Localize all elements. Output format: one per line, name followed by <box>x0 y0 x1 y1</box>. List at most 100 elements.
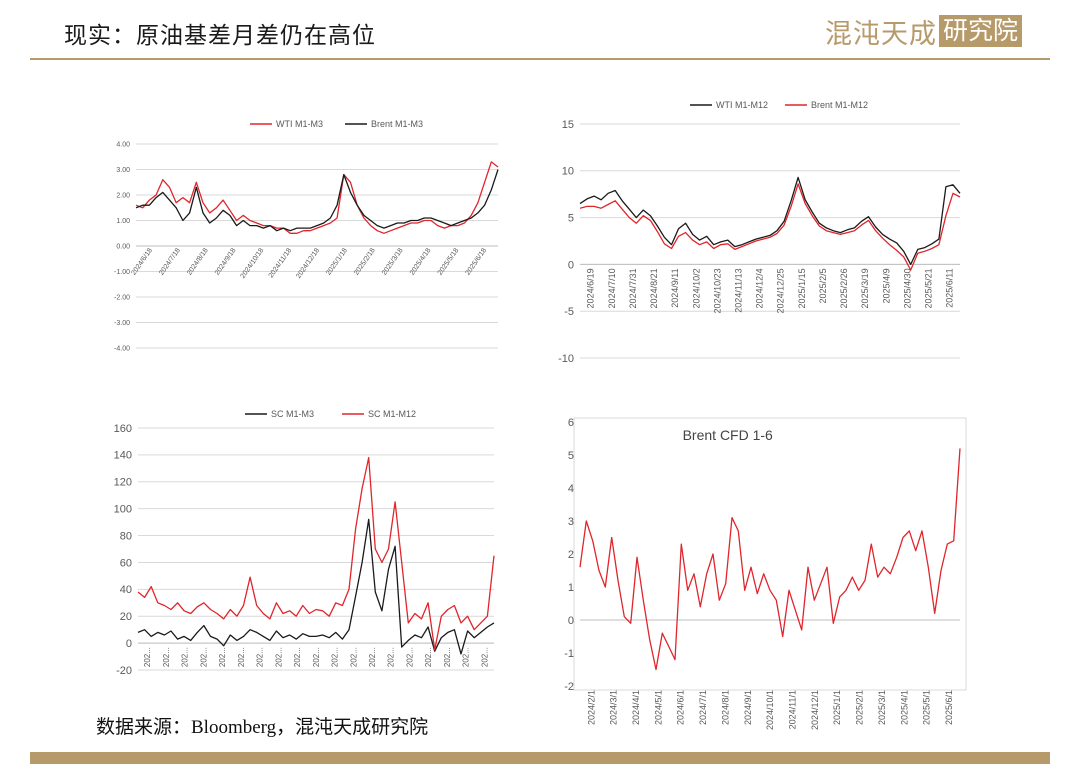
y-tick-label: 80 <box>120 530 132 542</box>
x-tick-label: 2025/2/26 <box>839 268 849 308</box>
y-tick-label: 2.00 <box>116 192 130 199</box>
x-tick-label: 202... <box>312 647 321 667</box>
x-tick-label: 2025/4/18 <box>409 247 433 277</box>
y-tick-label: 160 <box>114 423 132 435</box>
x-tick-label: 2024/7/1 <box>698 690 708 725</box>
x-tick-label: 2024/12/1 <box>810 690 820 730</box>
x-tick-label: 2025/2/1 <box>855 690 865 725</box>
x-tick-label: 2024/7/31 <box>628 268 638 308</box>
y-tick-label: 2 <box>568 549 574 561</box>
legend-label: WTI M1-M12 <box>716 100 768 110</box>
y-tick-label: 120 <box>114 477 132 489</box>
x-tick-label: 2025/5/21 <box>923 268 933 308</box>
series-line-sc-m1-m3 <box>137 518 495 655</box>
x-tick-label: 2024/8/18 <box>186 247 210 277</box>
y-tick-label: -5 <box>564 306 574 318</box>
x-tick-label: 202... <box>143 647 152 667</box>
y-tick-label: 10 <box>562 166 574 178</box>
x-tick-label: 202... <box>181 647 190 667</box>
x-tick-label: 2025/5/1 <box>922 690 932 725</box>
x-tick-label: 2024/11/18 <box>268 247 294 279</box>
y-tick-label: -20 <box>116 665 132 677</box>
x-tick-label: 2024/12/4 <box>755 268 765 308</box>
x-tick-label: 2024/9/18 <box>214 247 238 277</box>
chart-wti-brent-m1-m3: 4.00 3.00 2.00 1.00 0.00 -1.00 -2.00 -3.00 -4.00… <box>114 119 499 352</box>
x-tick-label: 2024/11/13 <box>733 268 743 312</box>
x-tick-label: 2025/3/1 <box>877 690 887 725</box>
x-tick-label: 2025/3/19 <box>860 268 870 308</box>
x-tick-label: 202... <box>274 647 283 667</box>
y-tick-label: 4 <box>568 483 574 495</box>
legend-label: SC M1-M3 <box>271 409 314 419</box>
plot-border <box>573 417 967 691</box>
x-tick-label: 2025/6/18 <box>465 247 489 277</box>
x-tick-label: 2024/12/18 <box>295 247 321 280</box>
chart-wti-brent-m1-m12: 15 10 5 0 -5 -10 2024/6/19 2024/7/10 2024/7/31 20… <box>558 100 961 365</box>
x-tick-label: 202... <box>331 647 340 667</box>
chart-brent-cfd-1-6: 6 5 4 3 2 1 0 -1 -2 2024/2/1 2024/3/1 2024/4/1 2024/… <box>564 417 967 730</box>
x-tick-label: 2024/6/1 <box>676 690 686 725</box>
x-tick-label: 202... <box>293 647 302 667</box>
x-tick-label: 202... <box>199 647 208 667</box>
y-tick-label: 20 <box>120 611 132 623</box>
x-tick-label: 202... <box>237 647 246 667</box>
y-tick-label: 140 <box>114 450 132 462</box>
y-tick-label: 3.00 <box>116 167 130 174</box>
y-tick-label: 100 <box>114 504 132 516</box>
y-tick-label: -1 <box>564 648 574 660</box>
x-tick-label: 2024/11/1 <box>788 690 798 729</box>
x-tick-label: 2024/4/1 <box>631 690 641 725</box>
x-tick-label: 202... <box>218 647 227 667</box>
x-tick-label: 2024/10/1 <box>765 690 775 730</box>
x-tick-label: 202... <box>424 647 433 667</box>
x-tick-label: 2025/4/30 <box>902 268 912 308</box>
x-tick-label: 2024/10/2 <box>691 268 701 308</box>
series-line-brent-m1-m3 <box>135 169 499 232</box>
x-tick-label: 2025/6/11 <box>945 268 955 307</box>
x-tick-label: 202... <box>405 647 414 667</box>
x-tick-label: 202... <box>480 647 489 667</box>
y-tick-label: 40 <box>120 584 132 596</box>
y-tick-label: -4.00 <box>114 345 130 352</box>
x-tick-label: 202... <box>368 647 377 667</box>
x-tick-label: 2025/4/1 <box>899 690 909 725</box>
y-tick-label: 3 <box>568 516 574 528</box>
chart-title: Brent CFD 1-6 <box>683 427 773 443</box>
x-tick-label: 2025/1/18 <box>325 247 349 277</box>
x-tick-label: 202... <box>462 647 471 667</box>
x-tick-label: 2025/5/18 <box>437 247 461 277</box>
x-tick-label: 2024/8/21 <box>649 268 659 308</box>
x-tick-label: 202... <box>256 647 265 667</box>
y-tick-label: 1 <box>568 582 574 594</box>
legend-label: Brent M1-M3 <box>371 119 423 129</box>
x-tick-label: 2025/2/5 <box>818 268 828 303</box>
y-tick-label: 0.00 <box>116 243 130 250</box>
x-tick-label: 2025/1/1 <box>832 690 842 725</box>
y-tick-label: 4.00 <box>116 141 130 148</box>
y-tick-label: -3.00 <box>114 320 130 327</box>
y-tick-label: -1.00 <box>114 269 130 276</box>
y-tick-label: 6 <box>568 417 574 429</box>
x-tick-label: 2024/6/19 <box>586 268 596 308</box>
legend-label: Brent M1-M12 <box>811 100 868 110</box>
y-tick-label: -2.00 <box>114 294 130 301</box>
page-title: 现实：原油基差月差仍在高位 <box>64 23 376 49</box>
x-tick-label: 202... <box>349 647 358 667</box>
header-divider <box>30 58 1050 60</box>
y-tick-label: 0 <box>568 615 574 627</box>
legend-label: SC M1-M12 <box>368 409 416 419</box>
series-line-wti-m1-m3 <box>135 161 499 234</box>
x-tick-label: 2025/6/1 <box>944 690 954 725</box>
x-tick-label: 2025/4/9 <box>881 268 891 303</box>
logo-box: 研究院 <box>938 15 1022 47</box>
y-tick-label: 15 <box>562 119 574 131</box>
x-tick-label: 2024/8/1 <box>720 690 730 725</box>
x-tick-label: 2024/5/1 <box>653 690 663 725</box>
x-tick-label: 2024/3/1 <box>609 690 619 725</box>
x-tick-label: 2025/1/15 <box>797 268 807 308</box>
x-tick-label: 202... <box>387 647 396 667</box>
y-tick-label: 0 <box>568 259 574 271</box>
series-line-brent-m1-m12 <box>579 183 961 271</box>
chart-sc-m1-m3-m12: 160 140 120 100 80 60 40 20 0 -20 202... 202... 202.… <box>114 409 495 677</box>
y-tick-label: 60 <box>120 557 132 569</box>
